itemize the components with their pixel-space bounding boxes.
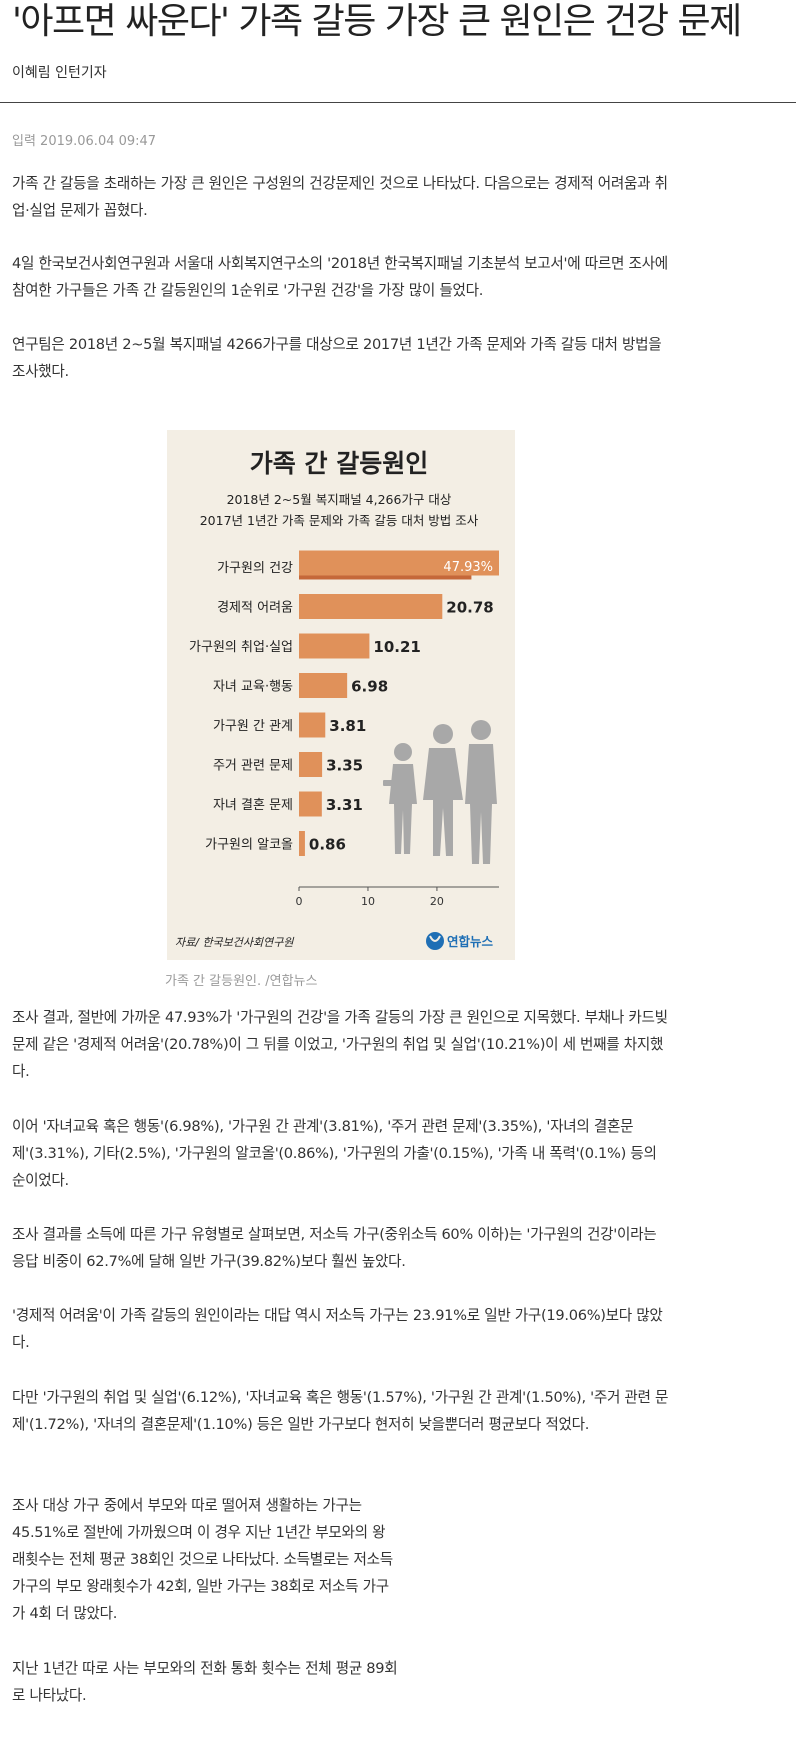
- bar-category-label: 가구원의 건강: [217, 561, 293, 576]
- bar: [299, 550, 499, 576]
- article-headline: '아프면 싸운다' 가족 갈등 가장 큰 원인은 건강 문제: [12, 1, 742, 42]
- bar: [299, 712, 326, 738]
- photo-caption: 가족 간 갈등원인. /연합뉴스: [165, 974, 318, 989]
- bar: [299, 633, 370, 659]
- bar: [299, 673, 348, 698]
- bar-category-label: 가구원의 알코올: [205, 838, 293, 853]
- chart-bars: 가구원의 건강 47.93% 경제적 어려움 20.78 가구원의 취업·실업 10.21…: [189, 550, 499, 856]
- conflict-cause-chart: 가족 간 갈등원인 2018년 2~5월 복지패널 4,266가구 대상 201…: [167, 430, 515, 960]
- bar-category-label: 가구원 간 관계: [213, 719, 293, 734]
- article-paragraph: 4일 한국보건사회연구원과 서울대 사회복지연구소의 '2018년 한국복지패널…: [12, 255, 668, 299]
- bar-value-label: 6.98: [351, 678, 388, 696]
- x-tick-label: 20: [430, 895, 444, 908]
- bar-value-label: 0.86: [309, 836, 346, 854]
- article-paragraph: 가족 간 갈등을 초래하는 가장 큰 원인은 구성원의 건강문제인 것으로 나타…: [12, 175, 668, 219]
- article-paragraph: 이어 '자녀교육 혹은 행동'(6.98%), '가구원 간 관계'(3.81%…: [12, 1118, 657, 1189]
- bar-category-label: 경제적 어려움: [217, 601, 293, 616]
- chart-credit: 연합뉴스: [447, 934, 494, 949]
- chart-subtitle: 2017년 1년간 가족 문제와 가족 갈등 대처 방법 조사: [200, 513, 479, 528]
- bar-value-label: 10.21: [373, 638, 420, 656]
- bar-category-label: 자녀 교육·행동: [213, 679, 293, 695]
- article-paragraph: 조사 결과를 소득에 따른 가구 유형별로 살펴보면, 저소득 가구(중위소득 …: [12, 1226, 657, 1270]
- bar: [299, 791, 322, 817]
- bar-value-label: 3.35: [326, 757, 363, 775]
- article-paragraph: 조사 결과, 절반에 가까운 47.93%가 '가구원의 건강'을 가족 갈등의…: [12, 1009, 668, 1080]
- x-tick-label: 10: [361, 895, 375, 908]
- people-silhouette-illustration: [383, 720, 497, 864]
- bar-category-label: 자녀 결혼 문제: [213, 798, 293, 813]
- article-paragraph: 연구팀은 2018년 2~5월 복지패널 4266가구를 대상으로 2017년 …: [12, 336, 662, 380]
- article-paragraph: 다만 '가구원의 취업 및 실업'(6.12%), '자녀교육 혹은 행동'(1…: [12, 1389, 669, 1433]
- header-divider: [0, 102, 796, 103]
- article-paragraph: 조사 대상 가구 중에서 부모와 따로 떨어져 생활하는 가구는 45.51%로…: [12, 1497, 393, 1622]
- bar-value-label: 20.78: [446, 599, 493, 617]
- yonhap-logo: 연합뉴스: [426, 932, 494, 950]
- chart-source: 자료/ 한국보건사회연구원: [175, 936, 294, 949]
- bar-value-label: 3.81: [329, 717, 366, 735]
- article-paragraph: 지난 1년간 따로 사는 부모와의 전화 통화 횟수는 전체 평균 89회로 나…: [12, 1660, 398, 1704]
- article-byline[interactable]: 이혜림 인턴기자: [12, 65, 107, 81]
- bar-category-label: 주거 관련 문제: [213, 759, 293, 774]
- bar-value-label: 47.93%: [443, 560, 493, 575]
- bar-value-label: 3.31: [326, 796, 363, 814]
- bar-category-label: 가구원의 취업·실업: [189, 640, 293, 655]
- article-paragraph: '경제적 어려움'이 가족 갈등의 원인이라는 대답 역시 저소득 가구는 23…: [12, 1307, 663, 1351]
- bar: [299, 752, 323, 777]
- article-dateline: 입력 2019.06.04 09:47: [12, 134, 157, 149]
- bar: [299, 831, 305, 856]
- chart-title: 가족 간 갈등원인: [250, 449, 428, 478]
- bar: [299, 594, 443, 619]
- chart-x-axis: 0 10 20: [296, 886, 499, 908]
- x-tick-label: 0: [296, 895, 303, 908]
- chart-subtitle: 2018년 2~5월 복지패널 4,266가구 대상: [227, 492, 452, 507]
